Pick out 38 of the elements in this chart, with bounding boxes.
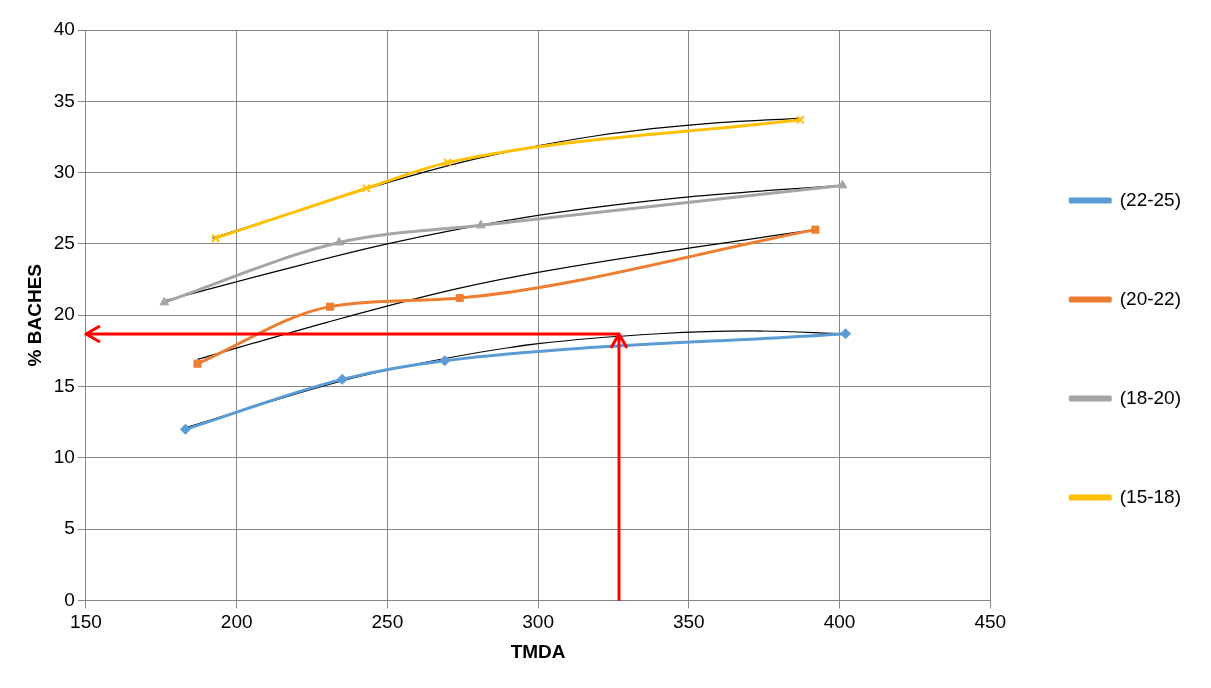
- point: [193, 359, 202, 368]
- x-tick-label: 450: [974, 611, 1007, 633]
- point: [443, 158, 453, 168]
- y-tick-label: 0: [64, 588, 75, 610]
- point: [439, 355, 451, 367]
- point: [159, 296, 170, 306]
- y-tick-label: 40: [53, 18, 75, 40]
- point: [455, 294, 464, 303]
- x-tick-label: 250: [371, 611, 404, 633]
- y-axis-title: % BACHES: [23, 264, 45, 367]
- x-axis-title: TMDA: [510, 640, 566, 662]
- point: [811, 225, 820, 234]
- y-tick-label: 20: [53, 303, 75, 325]
- legend-label: (22-25): [1119, 188, 1181, 210]
- y-tick-label: 15: [53, 374, 75, 396]
- y-tick-label: 10: [53, 446, 75, 468]
- y-tick-label: 25: [53, 232, 75, 254]
- x-tick-label: 300: [522, 611, 554, 633]
- y-tick-label: 30: [53, 160, 75, 182]
- point: [840, 328, 852, 340]
- point: [361, 183, 371, 193]
- point: [334, 236, 344, 246]
- point: [475, 219, 486, 229]
- point: [326, 302, 335, 311]
- legend-label: (20-22): [1119, 287, 1181, 309]
- point: [795, 115, 805, 125]
- y-tick-label: 5: [64, 517, 75, 539]
- y-tick-label: 35: [53, 89, 75, 111]
- legend-label: (18-20): [1119, 386, 1181, 408]
- point: [336, 373, 348, 385]
- point: [211, 233, 221, 243]
- x-tick-label: 400: [823, 611, 856, 633]
- legend-label: (15-18): [1119, 485, 1181, 507]
- x-tick-label: 350: [672, 611, 705, 633]
- x-tick-label: 200: [220, 611, 253, 633]
- point: [179, 423, 191, 435]
- point: [837, 179, 848, 189]
- x-tick-label: 150: [70, 611, 102, 633]
